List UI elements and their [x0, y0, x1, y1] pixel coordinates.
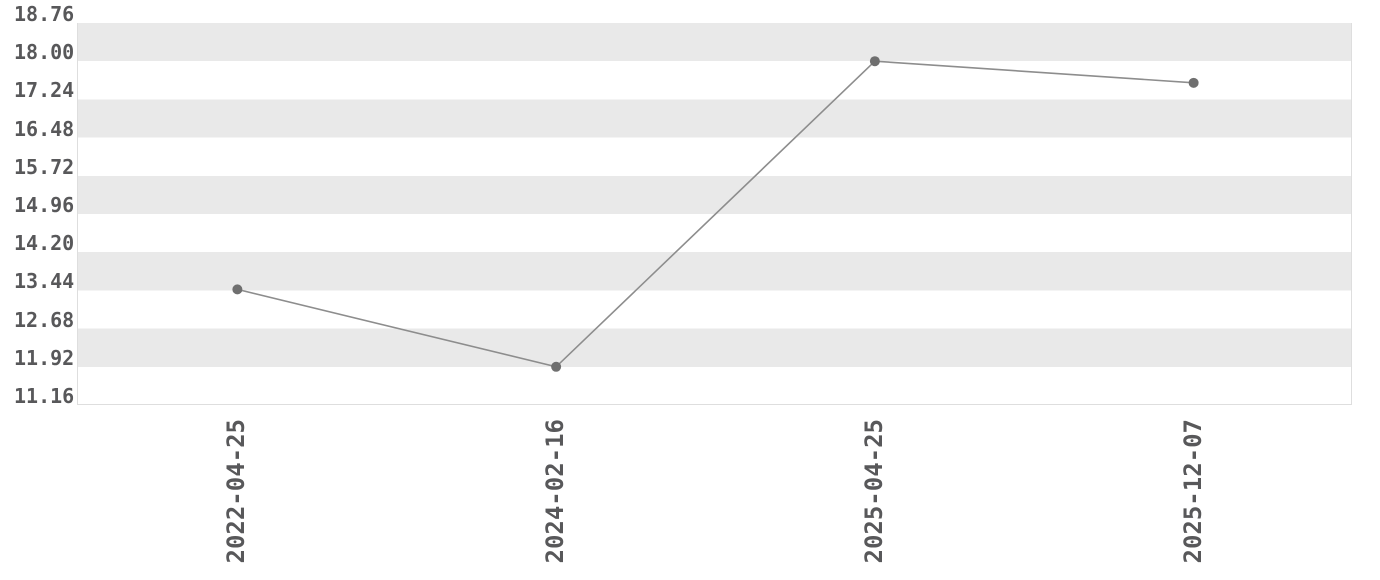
- x-tick-label: 2025-12-07: [1178, 419, 1207, 564]
- data-point[interactable]: [869, 56, 880, 67]
- y-tick-label: 18.00: [14, 40, 75, 65]
- plot-area: [77, 23, 1352, 405]
- x-tick-label: 2024-02-16: [541, 419, 570, 564]
- y-tick-label: 15.72: [14, 154, 75, 179]
- y-tick-label: 14.20: [14, 231, 75, 256]
- data-point[interactable]: [232, 284, 243, 295]
- data-point[interactable]: [1188, 77, 1199, 88]
- y-tick-label: 17.24: [14, 78, 75, 103]
- y-tick-label: 11.92: [14, 345, 75, 370]
- x-tick-label: 2022-04-25: [222, 419, 251, 564]
- chart-canvas: [232, 56, 1199, 372]
- data-point[interactable]: [551, 361, 562, 372]
- y-tick-label: 18.76: [14, 2, 75, 26]
- y-tick-label: 11.16: [14, 384, 75, 408]
- y-tick-label: 14.96: [14, 193, 75, 217]
- x-tick-label: 2025-04-25: [859, 419, 888, 564]
- y-tick-label: 16.48: [14, 116, 75, 141]
- data-line: [237, 60, 1194, 368]
- y-tick-label: 13.44: [14, 269, 75, 294]
- y-tick-label: 12.68: [14, 307, 75, 332]
